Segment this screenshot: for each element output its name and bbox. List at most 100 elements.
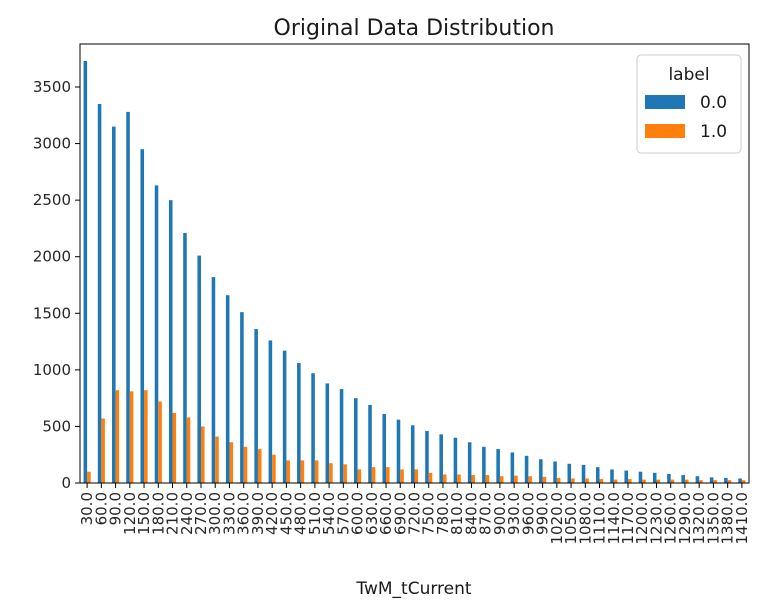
bar-series-0-42 (681, 475, 685, 483)
bar-series-1-32 (542, 476, 547, 483)
x-tick-label: 990.0 (534, 492, 552, 535)
x-tick-label: 1200.0 (633, 492, 651, 545)
chart-title: Original Data Distribution (274, 16, 555, 41)
x-tick-label: 930.0 (505, 492, 523, 535)
bar-series-0-36 (595, 467, 600, 483)
bar-series-1-29 (499, 476, 504, 483)
bar-series-1-17 (329, 463, 333, 483)
x-axis-label: TwM_tCurrent (355, 579, 471, 599)
bar-series-1-3 (129, 391, 134, 483)
bar-series-0-25 (439, 434, 443, 483)
bar-series-1-10 (229, 442, 234, 483)
x-tick-label: 300.0 (206, 492, 224, 535)
x-tick-label: 1080.0 (576, 492, 594, 545)
bar-series-1-14 (286, 460, 290, 483)
bar-series-1-26 (457, 474, 461, 483)
x-tick-label: 450.0 (277, 492, 295, 535)
x-tick-label: 150.0 (135, 492, 153, 535)
bar-series-1-6 (172, 412, 177, 483)
bar-series-1-8 (200, 426, 205, 483)
bar-series-1-13 (272, 454, 276, 483)
y-tick-label: 2500 (33, 191, 71, 209)
bar-series-0-8 (197, 255, 201, 483)
bar-series-0-7 (183, 232, 187, 483)
x-tick-label: 1290.0 (676, 492, 694, 545)
bar-series-0-13 (268, 340, 273, 483)
bar-series-1-21 (386, 467, 390, 483)
bar-series-0-10 (225, 295, 230, 483)
bar-series-0-16 (311, 373, 315, 483)
bar-series-0-45 (724, 477, 728, 483)
bar-series-0-20 (368, 404, 372, 483)
legend-swatch-0 (645, 95, 685, 109)
legend: label 0.0 1.0 (636, 54, 742, 154)
bar-series-0-27 (467, 442, 472, 483)
bar-series-1-38 (628, 479, 632, 483)
bar-series-1-30 (514, 475, 518, 483)
bar-series-0-17 (325, 383, 330, 483)
x-tick-label: 810.0 (448, 492, 466, 535)
bar-series-1-31 (528, 476, 532, 483)
bar-series-1-40 (656, 479, 661, 483)
bar-series-1-16 (314, 460, 319, 483)
x-tick-label: 960.0 (519, 492, 537, 535)
x-tick-label: 420.0 (263, 492, 281, 535)
bar-series-0-41 (667, 473, 671, 483)
x-tick-label: 360.0 (235, 492, 253, 535)
bar-series-0-23 (410, 425, 415, 483)
bar-series-0-37 (610, 469, 614, 483)
bar-series-0-26 (453, 437, 458, 483)
bar-series-0-35 (581, 464, 586, 483)
bar-series-1-18 (343, 464, 347, 483)
bar-series-1-25 (442, 474, 447, 483)
bar-series-1-1 (101, 418, 105, 483)
x-tick-label: 390.0 (249, 492, 267, 535)
bar-series-1-33 (556, 477, 561, 483)
x-tick-label: 120.0 (121, 492, 139, 535)
bar-series-1-22 (400, 469, 404, 483)
x-tick-label: 1320.0 (690, 492, 708, 545)
y-tick-label: 500 (42, 417, 71, 435)
bar-series-1-19 (357, 469, 362, 483)
bar-series-1-28 (485, 475, 490, 483)
bar-series-1-20 (371, 467, 376, 483)
y-tick-label: 1000 (33, 361, 71, 379)
x-tick-label: 240.0 (178, 492, 196, 535)
bar-series-0-11 (240, 312, 244, 483)
bar-series-0-43 (695, 476, 700, 483)
x-tick-label: 1020.0 (548, 492, 566, 545)
bar-series-1-41 (670, 479, 675, 483)
bar-series-0-21 (382, 413, 387, 483)
x-tick-label: 510.0 (306, 492, 324, 535)
bar-series-0-4 (140, 149, 145, 483)
bar-series-0-33 (553, 461, 557, 483)
x-tick-label: 660.0 (377, 492, 395, 535)
bar-series-1-36 (599, 479, 604, 483)
legend-label-1: 1.0 (700, 122, 727, 142)
x-tick-label: 750.0 (420, 492, 438, 535)
bar-series-1-42 (684, 479, 689, 483)
bar-series-0-6 (168, 200, 173, 483)
bar-series-0-0 (83, 60, 88, 483)
x-tick-label: 1050.0 (562, 492, 580, 545)
x-tick-label: 600.0 (349, 492, 367, 535)
bar-series-0-1 (97, 103, 102, 483)
bar-series-1-43 (699, 480, 703, 483)
x-tick-label: 720.0 (406, 492, 424, 535)
x-tick-label: 1140.0 (605, 492, 623, 545)
bar-series-1-4 (144, 390, 148, 483)
bar-series-1-12 (257, 449, 262, 483)
bar-series-0-5 (154, 185, 159, 483)
legend-swatch-1 (645, 124, 685, 138)
x-tick-label: 1170.0 (619, 492, 637, 545)
bar-series-1-23 (414, 469, 419, 483)
bar-series-0-39 (638, 471, 643, 483)
bar-series-0-3 (126, 111, 130, 483)
bar-series-1-5 (158, 401, 162, 483)
bar-series-1-9 (215, 436, 219, 483)
bar-series-1-35 (585, 478, 589, 483)
x-tick-label: 330.0 (220, 492, 238, 535)
bar-series-0-44 (709, 477, 714, 483)
bar-series-0-29 (496, 449, 500, 483)
